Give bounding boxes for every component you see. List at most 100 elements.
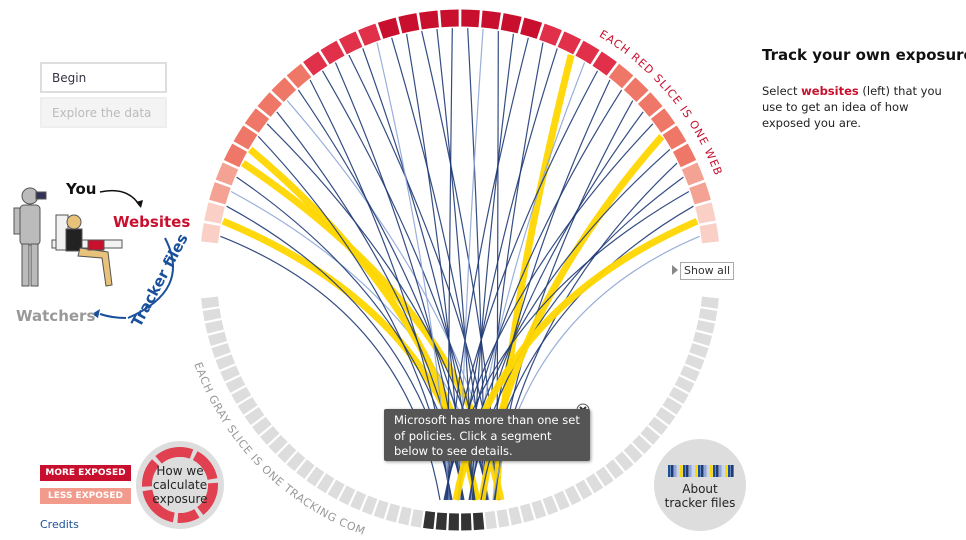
slice xyxy=(286,451,306,472)
bar-stripe xyxy=(704,465,707,477)
arrow xyxy=(99,313,127,319)
slice xyxy=(435,512,448,531)
slice xyxy=(201,223,221,244)
watcher-figure xyxy=(13,187,47,287)
slice xyxy=(201,296,220,309)
barcode-icon xyxy=(668,465,734,477)
slice xyxy=(220,365,240,382)
slice xyxy=(271,77,297,103)
bar-stripe xyxy=(725,465,728,477)
slice xyxy=(662,125,687,150)
bar-stripe xyxy=(686,465,689,477)
slice xyxy=(202,308,222,322)
calc-ring xyxy=(142,447,218,523)
bar-stripe xyxy=(701,465,704,477)
slice xyxy=(531,499,547,520)
slice xyxy=(632,434,652,455)
slice xyxy=(692,331,713,346)
slice xyxy=(260,426,280,445)
slice xyxy=(350,490,367,511)
tooltip: Microsoft has more than one set of polic… xyxy=(384,409,590,461)
bar-stripe xyxy=(692,465,695,477)
bar-stripe xyxy=(713,465,716,477)
slice xyxy=(684,354,705,370)
slice xyxy=(306,466,325,487)
slice xyxy=(695,202,716,224)
slice xyxy=(225,376,246,393)
bar-stripe xyxy=(677,465,680,477)
slice xyxy=(668,386,689,404)
credits-link[interactable]: Credits xyxy=(40,518,79,531)
slice xyxy=(398,13,420,34)
slice xyxy=(286,63,312,89)
slice xyxy=(689,342,709,359)
slice xyxy=(484,511,497,530)
show-all-button[interactable]: Show all xyxy=(680,262,734,280)
slice xyxy=(316,473,335,494)
text: (left) that you use to get an idea of ho… xyxy=(762,84,942,130)
slice xyxy=(585,473,604,494)
slice xyxy=(575,40,600,65)
slice xyxy=(223,143,248,168)
slice xyxy=(398,506,412,526)
slice xyxy=(244,108,270,133)
bar-stripe xyxy=(683,465,686,477)
slice xyxy=(211,342,231,359)
slice xyxy=(204,202,225,224)
slice xyxy=(500,13,522,34)
websites-label: Websites xyxy=(113,213,190,231)
bar-stripe xyxy=(668,465,671,477)
reader-figure xyxy=(51,214,123,287)
how-we-calculate-label[interactable]: How we calculate exposure xyxy=(152,464,208,506)
bar-stripe xyxy=(674,465,677,477)
slice xyxy=(410,509,424,528)
slice xyxy=(592,51,617,76)
about-button-bg[interactable] xyxy=(654,439,746,531)
bar-stripe xyxy=(716,465,719,477)
tracker-files-label: Tracker files xyxy=(128,231,192,330)
slice xyxy=(361,495,378,516)
slice xyxy=(614,451,634,472)
calc-inner xyxy=(152,457,208,513)
slice xyxy=(338,31,363,55)
slice xyxy=(327,479,345,500)
begin-introduction-button[interactable]: Begin introduction xyxy=(40,62,167,113)
bar-stripe xyxy=(722,465,725,477)
slice xyxy=(557,31,582,55)
arrowhead xyxy=(136,200,143,208)
you-label: You xyxy=(65,180,96,198)
slice xyxy=(252,416,272,436)
more-exposed-key: MORE EXPOSED xyxy=(40,465,131,481)
sidebar-description: Select websites (left) that you use to g… xyxy=(762,83,952,131)
arrowhead xyxy=(92,309,100,318)
slice xyxy=(520,17,543,39)
slice xyxy=(662,397,683,415)
slice xyxy=(539,23,562,46)
slice xyxy=(623,77,649,103)
bar-stripe xyxy=(728,465,731,477)
slice xyxy=(508,506,522,526)
watchers-label: Watchers xyxy=(16,307,95,325)
slice xyxy=(689,182,711,205)
slice xyxy=(215,162,239,186)
slice xyxy=(553,490,570,511)
bar-stripe xyxy=(719,465,722,477)
sidebar-title: Track your own exposure xyxy=(762,46,966,64)
text: Select xyxy=(762,84,802,98)
about-tracker-files-label[interactable]: About tracker files xyxy=(664,482,736,510)
slice xyxy=(481,10,501,30)
slice xyxy=(637,92,663,117)
slice xyxy=(680,365,700,382)
slice xyxy=(419,10,439,30)
slice xyxy=(608,63,634,89)
explore-data-button[interactable]: Explore the data xyxy=(40,97,167,128)
slice xyxy=(575,479,593,500)
bar-stripe xyxy=(671,465,674,477)
slice xyxy=(207,331,228,346)
bar-stripe xyxy=(707,465,710,477)
bar-stripe xyxy=(680,465,683,477)
slice xyxy=(338,485,356,506)
slice xyxy=(650,108,676,133)
slice xyxy=(205,319,224,334)
slice xyxy=(648,416,668,436)
